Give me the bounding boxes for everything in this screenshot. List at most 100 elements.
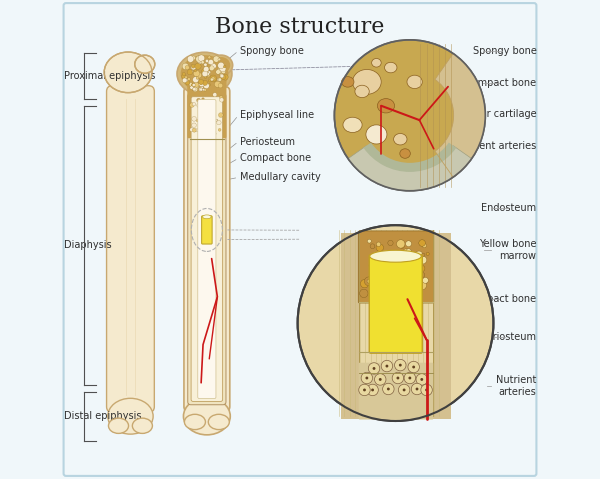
Ellipse shape	[177, 52, 232, 95]
FancyBboxPatch shape	[184, 87, 230, 411]
Circle shape	[408, 361, 419, 373]
Ellipse shape	[108, 399, 153, 434]
Ellipse shape	[181, 55, 229, 92]
Circle shape	[372, 292, 377, 297]
Circle shape	[400, 244, 404, 248]
Circle shape	[392, 255, 401, 264]
Circle shape	[182, 78, 187, 83]
FancyBboxPatch shape	[198, 100, 216, 399]
Circle shape	[193, 128, 196, 132]
Circle shape	[359, 289, 368, 297]
Circle shape	[218, 65, 221, 68]
Circle shape	[223, 65, 226, 68]
Circle shape	[416, 388, 418, 390]
Circle shape	[191, 56, 196, 60]
Circle shape	[182, 63, 188, 69]
Circle shape	[379, 378, 382, 381]
Circle shape	[192, 83, 195, 87]
Circle shape	[370, 244, 375, 249]
Circle shape	[195, 84, 199, 88]
Circle shape	[221, 75, 226, 80]
Circle shape	[191, 65, 196, 70]
Ellipse shape	[343, 117, 362, 133]
Circle shape	[395, 280, 401, 286]
Ellipse shape	[366, 125, 387, 144]
Circle shape	[187, 78, 190, 80]
Circle shape	[189, 82, 193, 86]
Circle shape	[418, 271, 421, 274]
Circle shape	[365, 376, 368, 379]
Circle shape	[384, 263, 388, 267]
Circle shape	[196, 56, 202, 62]
Circle shape	[202, 71, 208, 77]
Circle shape	[210, 75, 217, 81]
Circle shape	[395, 285, 403, 292]
Circle shape	[218, 113, 223, 117]
Circle shape	[374, 374, 386, 385]
Circle shape	[192, 103, 196, 106]
Circle shape	[204, 71, 209, 76]
Circle shape	[212, 130, 216, 134]
Circle shape	[203, 68, 209, 74]
Circle shape	[190, 128, 194, 132]
Circle shape	[209, 102, 212, 103]
Ellipse shape	[355, 85, 369, 98]
Circle shape	[208, 83, 211, 86]
Circle shape	[425, 388, 428, 391]
Circle shape	[194, 82, 199, 87]
Text: Distal epiphysis: Distal epiphysis	[64, 411, 141, 421]
Circle shape	[367, 384, 379, 396]
Circle shape	[201, 86, 203, 89]
Text: Endosteum: Endosteum	[481, 204, 536, 214]
Circle shape	[401, 242, 404, 246]
Circle shape	[199, 88, 203, 91]
Circle shape	[372, 259, 375, 262]
Circle shape	[426, 252, 429, 255]
Circle shape	[221, 69, 226, 74]
Ellipse shape	[353, 69, 381, 94]
Circle shape	[205, 69, 208, 72]
Circle shape	[211, 77, 215, 80]
Circle shape	[216, 69, 220, 74]
Circle shape	[197, 103, 201, 107]
Circle shape	[193, 77, 199, 83]
Wedge shape	[435, 54, 485, 177]
Circle shape	[383, 254, 390, 262]
Circle shape	[374, 270, 379, 274]
Circle shape	[202, 71, 206, 75]
Circle shape	[205, 66, 208, 69]
Ellipse shape	[370, 250, 421, 262]
Circle shape	[403, 249, 409, 255]
Circle shape	[185, 79, 188, 82]
Circle shape	[203, 67, 209, 72]
Circle shape	[185, 79, 188, 82]
Wedge shape	[348, 146, 472, 191]
Circle shape	[182, 72, 185, 76]
Circle shape	[192, 123, 196, 127]
Ellipse shape	[184, 398, 230, 435]
Circle shape	[197, 79, 200, 82]
Circle shape	[195, 63, 201, 69]
Circle shape	[185, 76, 187, 79]
Circle shape	[419, 256, 427, 264]
Circle shape	[220, 73, 223, 76]
Circle shape	[395, 359, 406, 371]
Circle shape	[191, 70, 193, 73]
Circle shape	[411, 383, 423, 395]
Circle shape	[197, 58, 203, 64]
Circle shape	[409, 376, 411, 379]
Circle shape	[217, 78, 220, 81]
Text: Compact bone: Compact bone	[240, 153, 311, 163]
Circle shape	[207, 126, 211, 130]
Circle shape	[218, 68, 223, 73]
Circle shape	[367, 279, 371, 283]
Circle shape	[213, 92, 217, 97]
FancyBboxPatch shape	[369, 255, 422, 353]
Circle shape	[192, 83, 195, 86]
Circle shape	[422, 243, 427, 248]
Circle shape	[187, 56, 194, 62]
Circle shape	[386, 282, 395, 290]
Circle shape	[359, 384, 370, 396]
Circle shape	[411, 273, 420, 282]
Ellipse shape	[133, 418, 152, 433]
